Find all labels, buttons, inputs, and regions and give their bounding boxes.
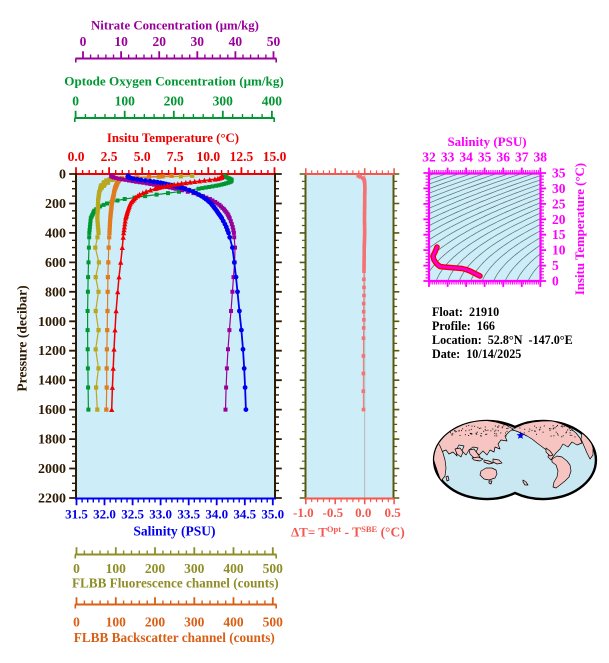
svg-text:33: 33 (441, 150, 455, 165)
svg-text:10.0: 10.0 (196, 149, 220, 164)
svg-text:0: 0 (73, 561, 80, 576)
svg-text:0.0: 0.0 (68, 149, 85, 164)
svg-text:Float: 21910: Float: 21910 (432, 305, 499, 319)
svg-text:0: 0 (73, 615, 80, 630)
svg-text:30: 30 (191, 34, 205, 49)
svg-text:FLBB Backscatter channel (coun: FLBB Backscatter channel (counts) (74, 630, 275, 645)
svg-text:20: 20 (552, 212, 566, 227)
svg-text:34.5: 34.5 (233, 507, 256, 522)
svg-text:34: 34 (459, 150, 473, 165)
svg-text:37: 37 (515, 150, 529, 165)
svg-text:200: 200 (145, 561, 166, 576)
svg-text:0.0: 0.0 (355, 505, 371, 520)
svg-text:800: 800 (45, 285, 66, 300)
svg-text:-0.5: -0.5 (323, 505, 344, 520)
svg-text:Profile: 166: Profile: 166 (432, 319, 495, 333)
svg-text:15: 15 (552, 227, 566, 242)
svg-text:1400: 1400 (38, 374, 66, 389)
svg-text:Insitu Temperature (°C): Insitu Temperature (°C) (107, 131, 239, 145)
svg-text:32: 32 (422, 150, 436, 165)
svg-text:33.5: 33.5 (177, 507, 200, 522)
svg-text:100: 100 (106, 561, 127, 576)
svg-text:25: 25 (552, 196, 566, 211)
svg-text:0: 0 (552, 274, 559, 289)
svg-text:32.5: 32.5 (121, 507, 144, 522)
svg-text:0: 0 (59, 168, 66, 183)
svg-text:10: 10 (552, 243, 566, 258)
svg-text:500: 500 (263, 561, 284, 576)
svg-text:ΔT= TOpt - TSBE (°C): ΔT= TOpt - TSBE (°C) (291, 524, 405, 540)
svg-text:Insitu Temperature (°C): Insitu Temperature (°C) (573, 163, 587, 295)
svg-text:Salinity (PSU): Salinity (PSU) (133, 524, 215, 539)
svg-text:7.5: 7.5 (167, 149, 184, 164)
svg-text:Date: 10/14/2025: Date: 10/14/2025 (432, 347, 521, 361)
svg-text:5: 5 (552, 258, 559, 273)
svg-text:0: 0 (72, 94, 79, 109)
svg-text:12.5: 12.5 (230, 149, 254, 164)
svg-text:36: 36 (496, 150, 510, 165)
svg-text:500: 500 (263, 615, 284, 630)
svg-text:FLBB Fluorescence channel (cou: FLBB Fluorescence channel (counts) (72, 576, 279, 591)
svg-text:600: 600 (45, 256, 66, 271)
svg-text:Optode Oxygen Concentration (μ: Optode Oxygen Concentration (μm/kg) (64, 74, 283, 89)
svg-text:Salinity (PSU): Salinity (PSU) (447, 134, 526, 149)
svg-text:35.0: 35.0 (261, 507, 284, 522)
svg-text:50: 50 (267, 34, 281, 49)
svg-text:10: 10 (114, 34, 128, 49)
svg-text:200: 200 (45, 197, 66, 212)
svg-text:2000: 2000 (38, 462, 66, 477)
svg-text:30: 30 (552, 181, 566, 196)
svg-text:38: 38 (534, 150, 548, 165)
svg-text:0.5: 0.5 (384, 505, 401, 520)
svg-text:400: 400 (45, 226, 66, 241)
svg-text:33.0: 33.0 (149, 507, 172, 522)
svg-text:34.0: 34.0 (205, 507, 228, 522)
svg-text:35: 35 (478, 150, 492, 165)
svg-text:200: 200 (164, 94, 185, 109)
svg-text:32.0: 32.0 (93, 507, 116, 522)
svg-text:300: 300 (184, 615, 205, 630)
svg-text:300: 300 (213, 94, 234, 109)
svg-text:2200: 2200 (38, 492, 66, 507)
svg-text:1800: 1800 (38, 433, 66, 448)
svg-text:200: 200 (145, 615, 166, 630)
svg-text:0: 0 (80, 34, 87, 49)
svg-text:15.0: 15.0 (263, 149, 287, 164)
svg-text:Nitrate Concentration (μm/kg): Nitrate Concentration (μm/kg) (91, 19, 259, 33)
svg-text:1600: 1600 (38, 403, 66, 418)
svg-text:20: 20 (152, 34, 166, 49)
svg-text:Location: 52.8°N -147.0°E: Location: 52.8°N -147.0°E (432, 333, 573, 347)
svg-text:5.0: 5.0 (134, 149, 151, 164)
svg-text:35: 35 (552, 166, 566, 181)
svg-text:100: 100 (106, 615, 127, 630)
svg-text:400: 400 (223, 561, 244, 576)
svg-text:1000: 1000 (38, 315, 66, 330)
svg-text:Pressure (decibar): Pressure (decibar) (15, 285, 31, 391)
svg-text:400: 400 (262, 94, 283, 109)
svg-text:300: 300 (184, 561, 205, 576)
svg-text:2.5: 2.5 (101, 149, 118, 164)
svg-text:-1.0: -1.0 (293, 505, 314, 520)
svg-text:40: 40 (229, 34, 243, 49)
svg-text:31.5: 31.5 (65, 507, 88, 522)
svg-text:100: 100 (115, 94, 136, 109)
svg-text:1200: 1200 (38, 344, 66, 359)
svg-text:400: 400 (223, 615, 244, 630)
